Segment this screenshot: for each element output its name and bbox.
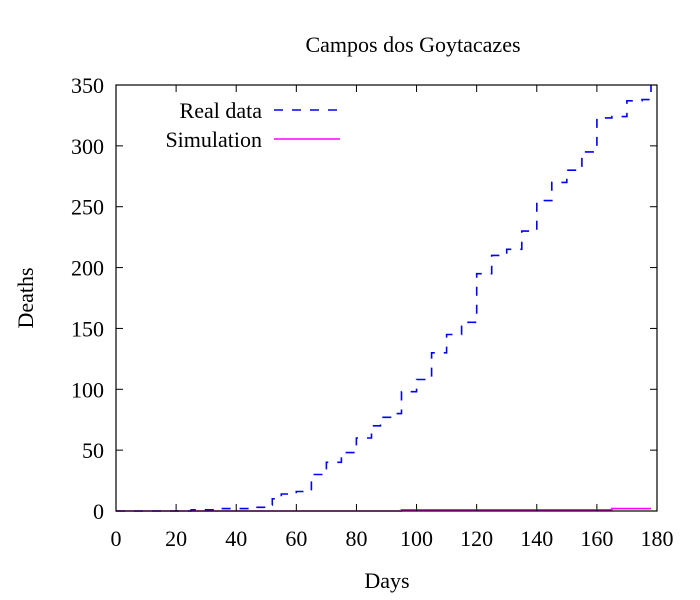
x-tick-label: 140	[520, 526, 553, 551]
series-line-1	[116, 85, 652, 512]
y-tick-label: 300	[71, 134, 104, 159]
x-tick-label: 160	[580, 526, 613, 551]
y-tick-label: 150	[71, 316, 104, 341]
chart-title: Campos dos Goytacazes	[305, 32, 520, 57]
y-axis-label: Deaths	[13, 267, 38, 328]
plot-frame	[115, 84, 658, 512]
x-tick-label: 180	[641, 526, 674, 551]
y-tick-label: 250	[71, 195, 104, 220]
x-tick-label: 100	[400, 526, 433, 551]
x-axis-label: Days	[364, 568, 409, 593]
y-tick-label: 200	[71, 256, 104, 281]
y-tick-label: 100	[71, 377, 104, 402]
x-tick-label: 0	[111, 526, 122, 551]
x-tick-label: 120	[460, 526, 493, 551]
y-tick-label: 0	[93, 499, 104, 524]
y-tick-label: 350	[71, 73, 104, 98]
x-tick-label: 60	[285, 526, 307, 551]
x-axis: 0 20 40 60 80 100 120 140 160 180	[111, 85, 674, 551]
x-tick-label: 40	[225, 526, 247, 551]
y-axis: 0 50 100 150 200 250 300 350	[71, 73, 657, 524]
legend-label-1: Real data	[180, 98, 263, 123]
legend: Real data Simulation	[165, 98, 340, 152]
x-tick-label: 20	[165, 526, 187, 551]
legend-label-2: Simulation	[165, 127, 262, 152]
y-tick-label: 50	[82, 438, 104, 463]
x-tick-label: 80	[345, 526, 367, 551]
